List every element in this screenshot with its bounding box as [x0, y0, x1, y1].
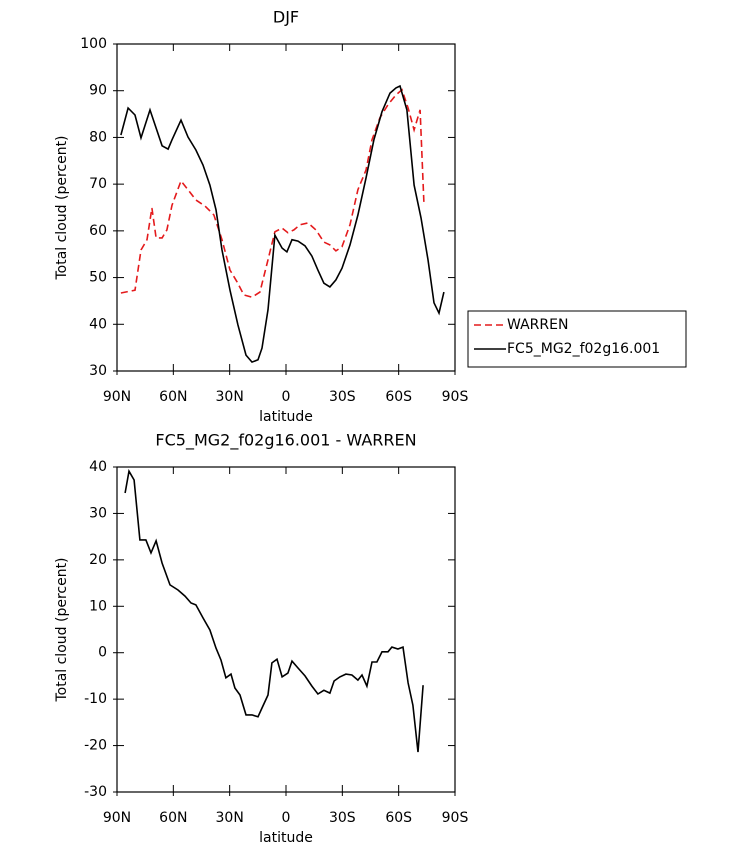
y-tick-label: 70: [89, 176, 107, 192]
x-tick-label: 90N: [103, 810, 131, 826]
legend-box: [467, 310, 687, 368]
x-tick-label: 90S: [442, 810, 469, 826]
x-tick-label: 60S: [385, 810, 412, 826]
y-tick-label: -20: [84, 738, 107, 754]
x-tick-label: 60S: [385, 389, 412, 405]
y-axis-label: Total cloud (percent): [54, 135, 70, 280]
y-tick-label: 60: [89, 223, 107, 239]
x-tick-label: 90S: [442, 389, 469, 405]
plot: DJF latitude Total cloud (percent) 30 40 50 60…: [54, 8, 687, 425]
y-tick-label: 10: [89, 598, 107, 614]
data-line: [120, 84, 445, 364]
plot-frame: [116, 466, 456, 793]
x-tick-label: 30N: [216, 389, 244, 405]
legend: WARREN FC5_MG2_f02g16.001: [467, 310, 687, 368]
chart-title: FC5_MG2_f02g16.001 - WARREN: [155, 431, 416, 451]
y-tick-label: -10: [84, 691, 107, 707]
x-tick-label: 0: [282, 810, 291, 826]
y-tick-label: 40: [89, 316, 107, 332]
y-tick-label: 30: [89, 505, 107, 521]
x-axis-label: latitude: [259, 409, 313, 425]
y-tick-label: 40: [89, 459, 107, 475]
y-tick-label: 20: [89, 552, 107, 568]
y-axis-label: Total cloud (percent): [54, 557, 70, 702]
y-tick-label: 80: [89, 129, 107, 145]
y-tick-label: 0: [98, 645, 107, 661]
y-tick-label: 90: [89, 83, 107, 99]
y-tick-label: 100: [80, 36, 107, 52]
plot-frame: [116, 43, 456, 372]
x-tick-label: 30S: [329, 810, 356, 826]
legend-label: WARREN: [507, 317, 568, 333]
x-tick-label: 0: [282, 389, 291, 405]
x-tick-label: 30S: [329, 389, 356, 405]
x-tick-label: 30N: [216, 810, 244, 826]
x-tick-label: 60N: [159, 810, 187, 826]
data-line: [120, 88, 425, 299]
x-tick-label: 60N: [159, 389, 187, 405]
plot: FC5_MG2_f02g16.001 - WARREN latitude Total…: [54, 431, 468, 847]
x-tick-label: 90N: [103, 389, 131, 405]
data-line: [124, 468, 424, 753]
x-axis-label: latitude: [259, 830, 313, 846]
legend-label: FC5_MG2_f02g16.001: [507, 341, 660, 357]
y-tick-label: -30: [84, 784, 107, 800]
y-tick-label: 50: [89, 270, 107, 286]
y-tick-label: 30: [89, 363, 107, 379]
chart-title: DJF: [273, 8, 299, 27]
